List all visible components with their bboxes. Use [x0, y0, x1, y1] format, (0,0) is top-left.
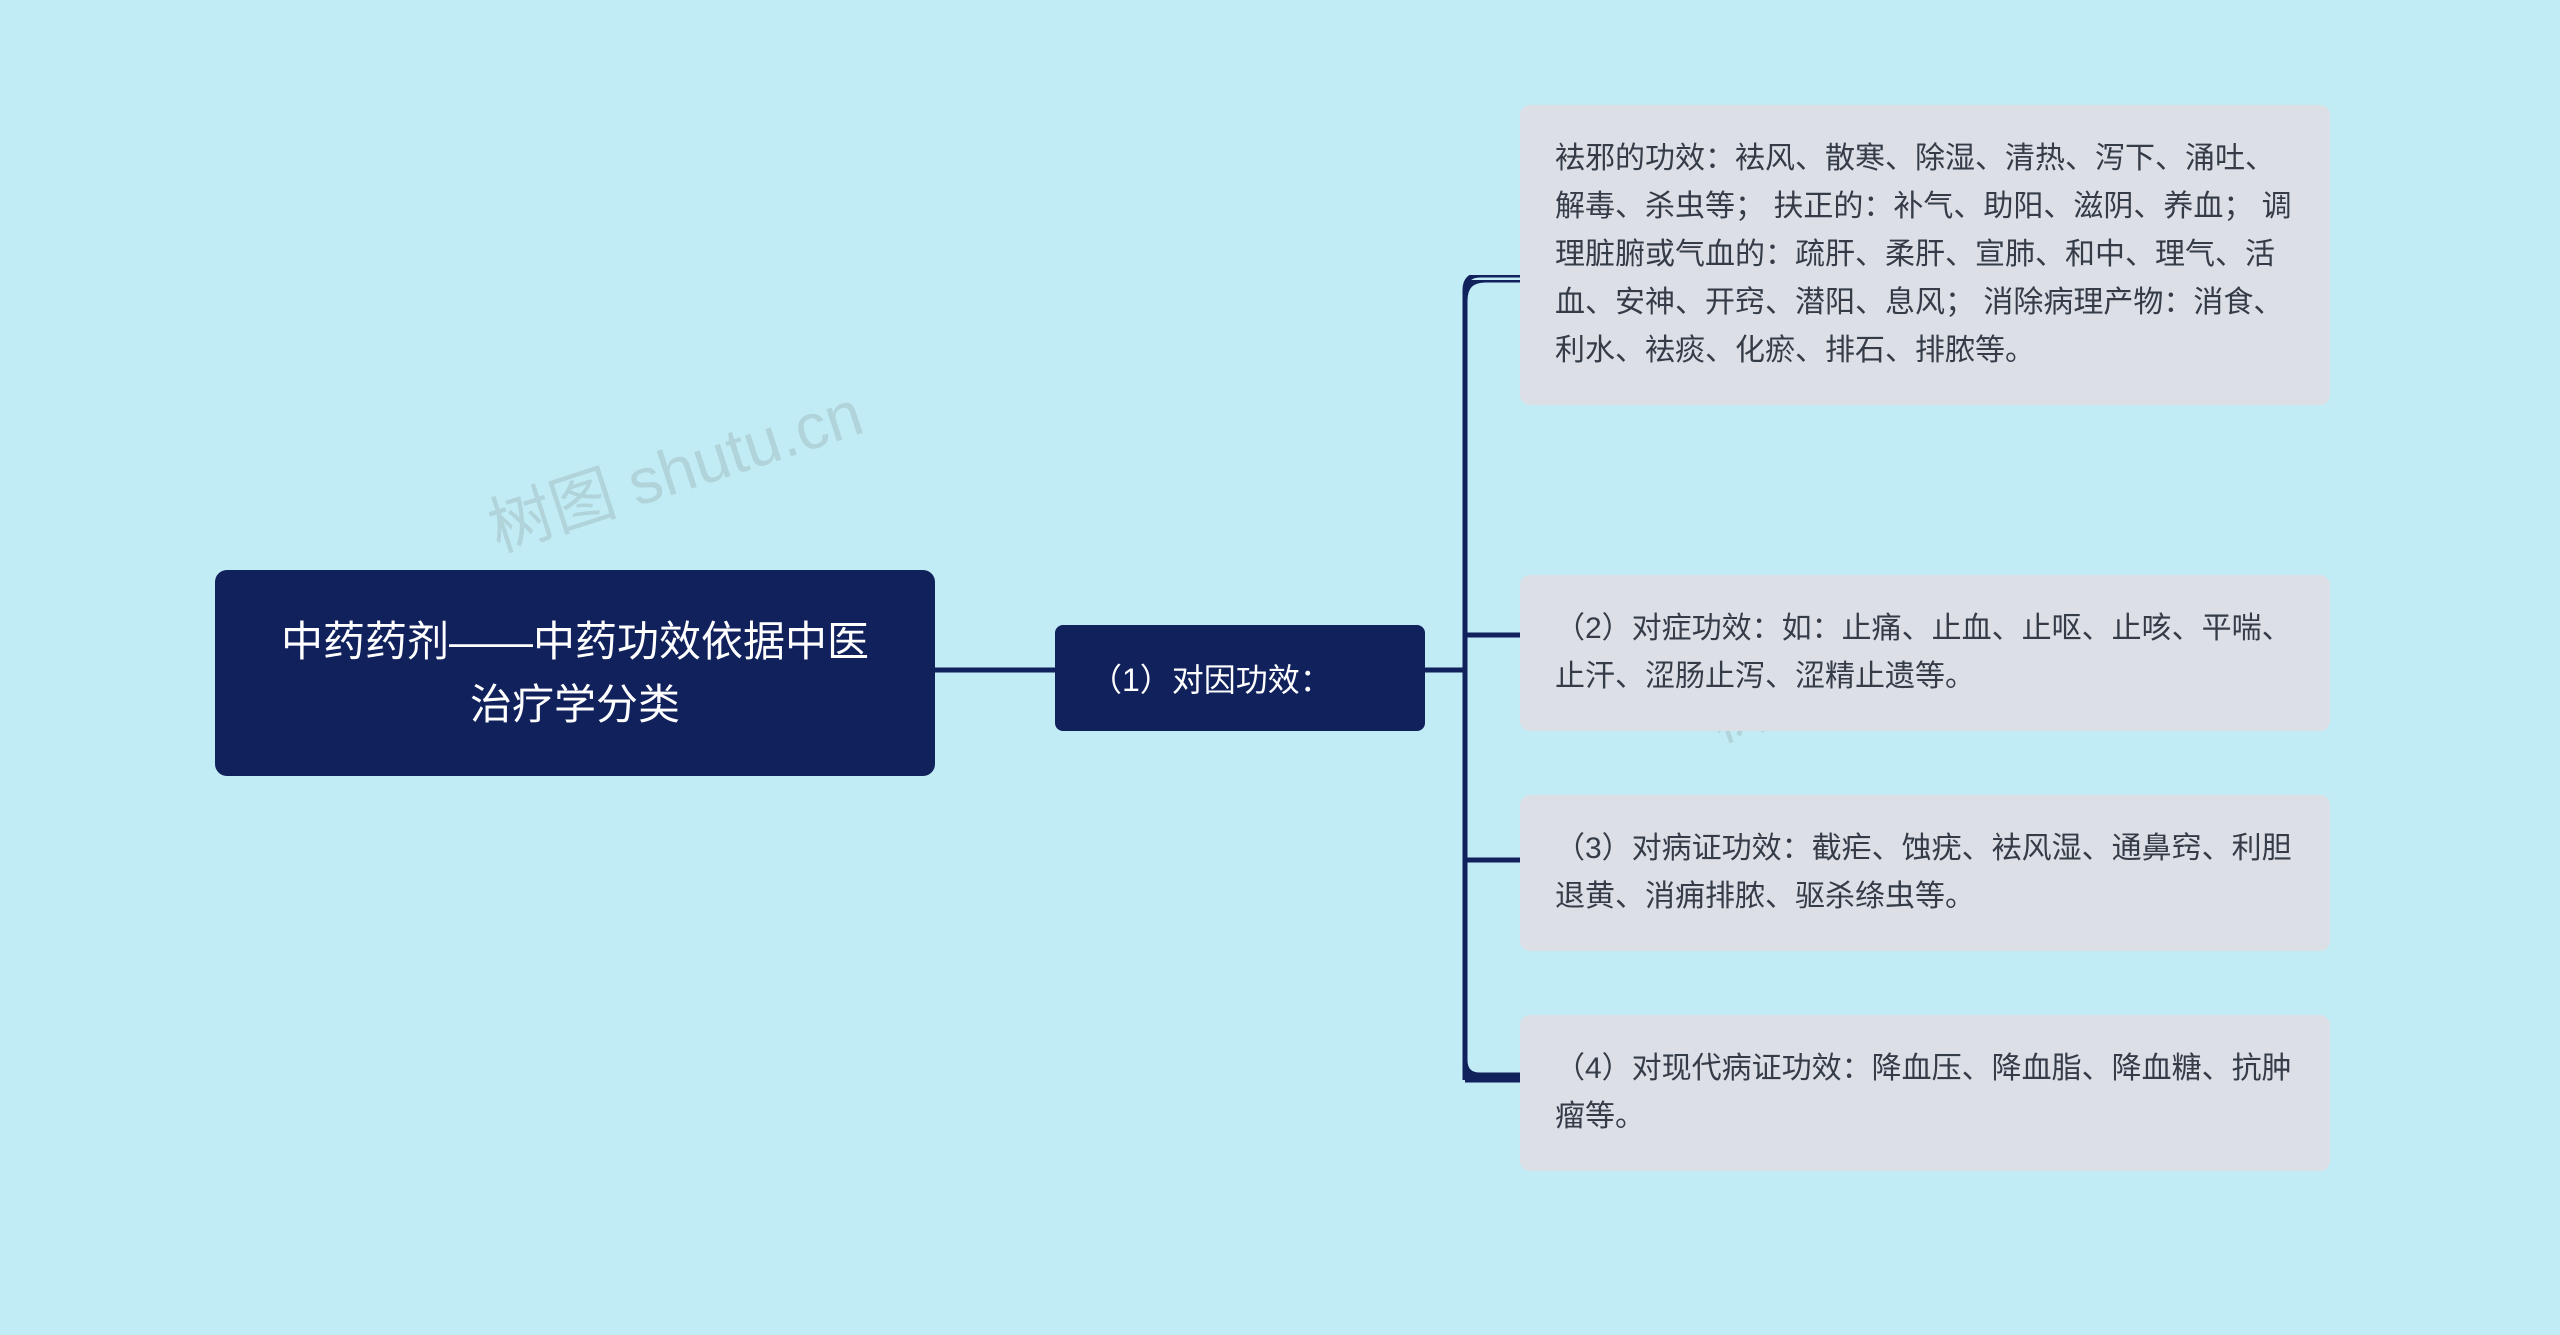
connector-mid-leaves — [1425, 280, 1520, 1090]
leaf-text-1: 袪邪的功效：袪风、散寒、除湿、清热、泻下、涌吐、解毒、杀虫等； 扶正的：补气、助… — [1555, 142, 2292, 367]
diagram-container: 树图 shutu.cn 树图 shutu.cn 中药药剂——中药功效依据中 — [0, 0, 2560, 1335]
leaf-node-3: （3）对病证功效：截疟、蚀疣、袪风湿、通鼻窍、利胆退黄、消痈排脓、驱杀绦虫等。 — [1520, 795, 2330, 951]
connector-root-mid — [935, 665, 1055, 675]
watermark: 树图 shutu.cn — [475, 362, 872, 569]
mid-node: （1）对因功效： — [1055, 625, 1425, 731]
root-text: 中药药剂——中药功效依据中医治疗学分类 — [281, 618, 869, 728]
leaf-text-3: （3）对病证功效：截疟、蚀疣、袪风湿、通鼻窍、利胆退黄、消痈排脓、驱杀绦虫等。 — [1555, 832, 2292, 913]
mid-text: （1）对因功效： — [1090, 662, 1332, 698]
leaf-text-2: （2）对症功效：如：止痛、止血、止呕、止咳、平喘、止汗、涩肠止泻、涩精止遗等。 — [1555, 612, 2292, 693]
leaf-node-4: （4）对现代病证功效：降血压、降血脂、降血糖、抗肿瘤等。 — [1520, 1015, 2330, 1171]
root-node: 中药药剂——中药功效依据中医治疗学分类 — [215, 570, 935, 776]
leaf-node-2: （2）对症功效：如：止痛、止血、止呕、止咳、平喘、止汗、涩肠止泻、涩精止遗等。 — [1520, 575, 2330, 731]
leaf-node-1: 袪邪的功效：袪风、散寒、除湿、清热、泻下、涌吐、解毒、杀虫等； 扶正的：补气、助… — [1520, 105, 2330, 405]
connector-bracket — [1425, 275, 1520, 1090]
leaf-text-4: （4）对现代病证功效：降血压、降血脂、降血糖、抗肿瘤等。 — [1555, 1052, 2292, 1133]
